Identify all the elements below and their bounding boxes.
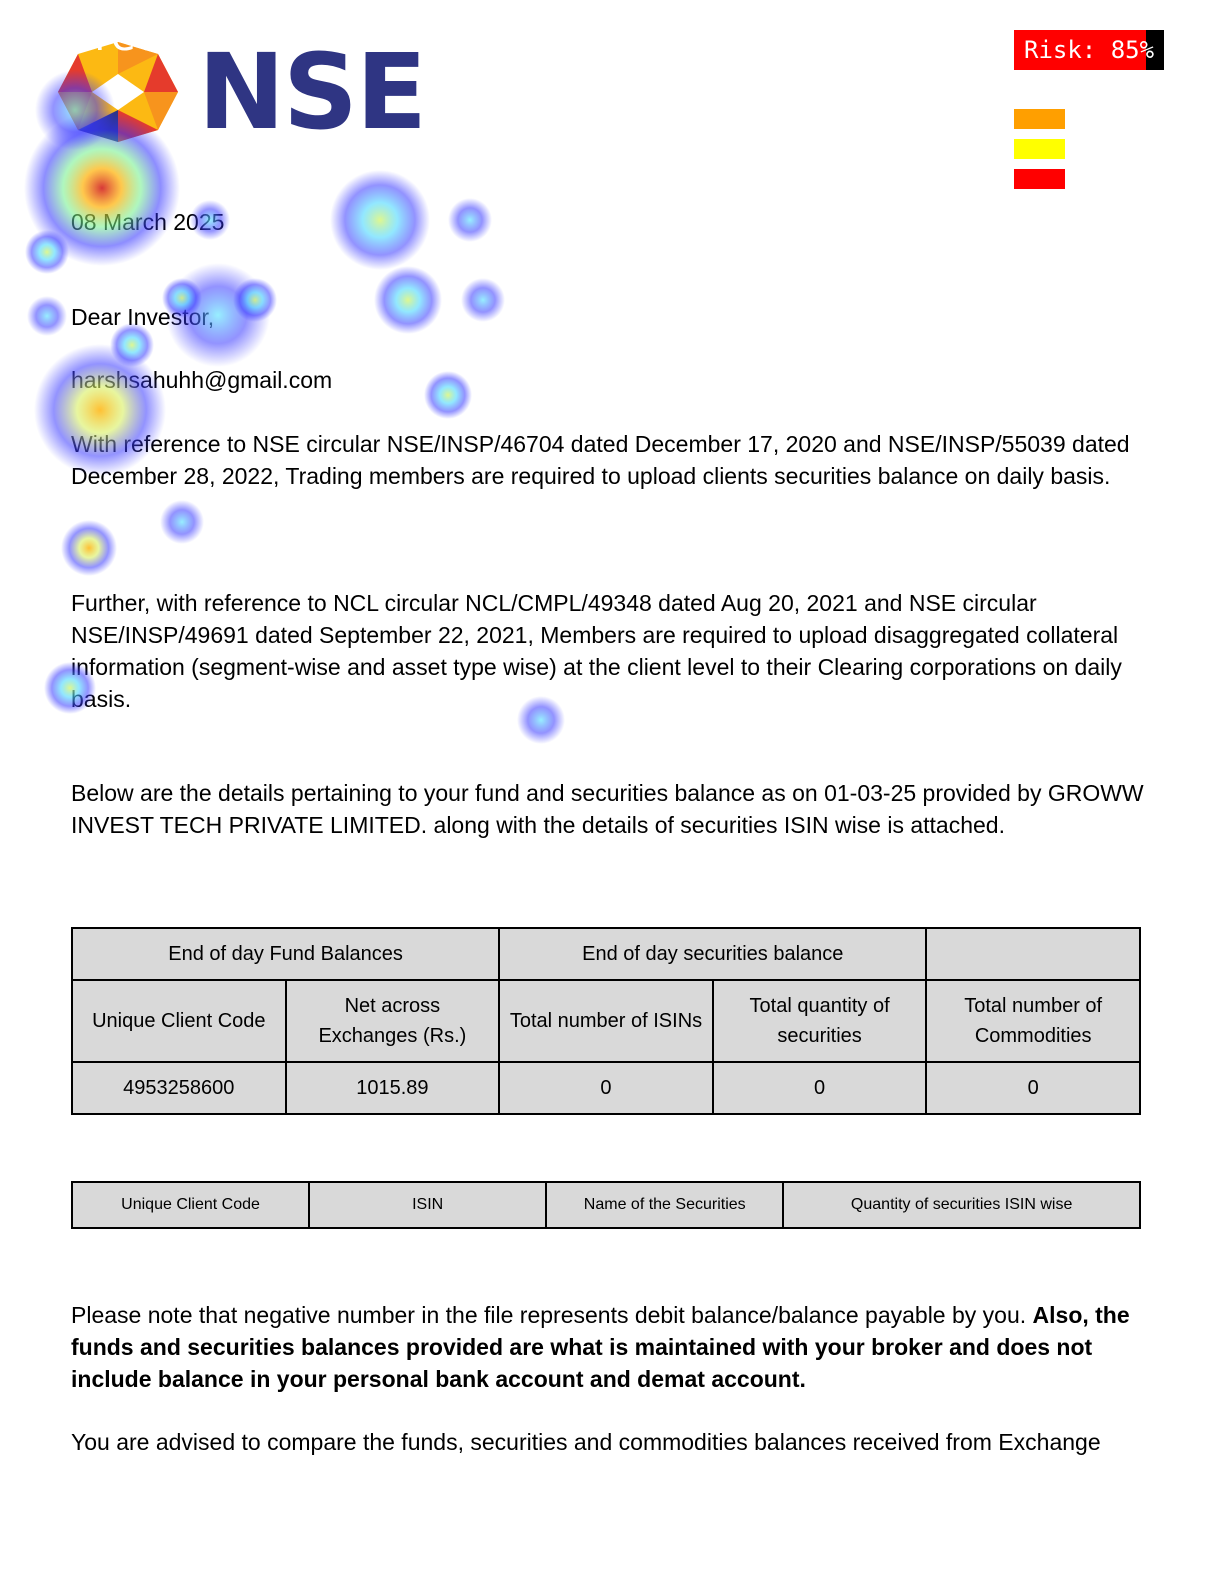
- group-blank: [925, 927, 1141, 981]
- paragraph-circular-reference: With reference to NSE circular NSE/INSP/…: [71, 431, 1130, 489]
- group-securities-balance: End of day securities balance: [498, 927, 928, 981]
- col-comm-line1: Total number of: [964, 995, 1103, 1017]
- col-client-code: Unique Client Code: [71, 979, 287, 1063]
- col-comm-line2: Commodities: [974, 1025, 1092, 1047]
- isin-col-quantity: Quantity of securities ISIN wise: [782, 1181, 1141, 1229]
- isin-col-isin: ISIN: [308, 1181, 548, 1229]
- heatmap-title: Prediction map: [70, 14, 385, 60]
- col-net-line1: Net across: [344, 995, 441, 1017]
- col-net-across-exchanges: Net across Exchanges (Rs.): [284, 979, 501, 1063]
- col-qty-line2: securities: [777, 1025, 862, 1047]
- table-header-row: Unique Client Code ISIN Name of the Secu…: [70, 1181, 1141, 1229]
- isin-col-client-code: Unique Client Code: [70, 1181, 311, 1229]
- cell-client-code: 4953258600: [71, 1061, 287, 1115]
- col-total-quantity: Total quantity of securities: [711, 979, 928, 1063]
- paragraph-negative-balance-note: Please note that negative number in the …: [71, 1299, 1151, 1395]
- risk-badge: Risk: 85%: [1014, 30, 1164, 70]
- cell-total-quantity: 0: [711, 1061, 928, 1115]
- paragraph-balance-details: Below are the details pertaining to your…: [71, 780, 1144, 838]
- table-header-row: Unique Client Code Net across Exchanges …: [71, 979, 1141, 1063]
- table-group-header-row: End of day Fund Balances End of day secu…: [70, 927, 1141, 981]
- risk-value: 85%: [1110, 36, 1155, 64]
- legend-swatch-orange: [1014, 109, 1065, 129]
- balance-summary-table: End of day Fund Balances End of day secu…: [70, 927, 1141, 1115]
- cell-total-commodities: 0: [925, 1061, 1141, 1115]
- paragraph-collateral-reference: Further, with reference to NCL circular …: [71, 590, 1122, 712]
- salutation: Dear Investor,: [71, 304, 215, 330]
- note-normal-text: Please note that negative number in the …: [71, 1302, 1033, 1328]
- col-net-line2: Exchanges (Rs.): [318, 1025, 467, 1047]
- isin-col-security-name: Name of the Securities: [545, 1181, 785, 1229]
- table-row: 4953258600 1015.89 0 0 0: [71, 1061, 1141, 1115]
- risk-label: Risk:: [1024, 36, 1097, 64]
- cell-total-isins: 0: [498, 1061, 714, 1115]
- recipient-email: harshsahuhh@gmail.com: [71, 367, 333, 393]
- letter-date: 08 March 2025: [71, 209, 225, 235]
- cell-net-balance: 1015.89: [284, 1061, 501, 1115]
- col-qty-line1: Total quantity of: [749, 995, 890, 1017]
- note-bold-text: Also, the funds and securities balances …: [71, 1302, 1130, 1392]
- legend-swatch-yellow: [1014, 139, 1065, 159]
- paragraph-advice: You are advised to compare the funds, se…: [71, 1429, 1101, 1455]
- col-total-commodities: Total number of Commodities: [925, 979, 1141, 1063]
- col-total-isins: Total number of ISINs: [498, 979, 714, 1063]
- nse-logo-text: NSE: [198, 31, 427, 153]
- group-fund-balances: End of day Fund Balances: [70, 927, 501, 981]
- isin-detail-table: Unique Client Code ISIN Name of the Secu…: [70, 1181, 1141, 1229]
- legend-swatch-red: [1014, 169, 1065, 189]
